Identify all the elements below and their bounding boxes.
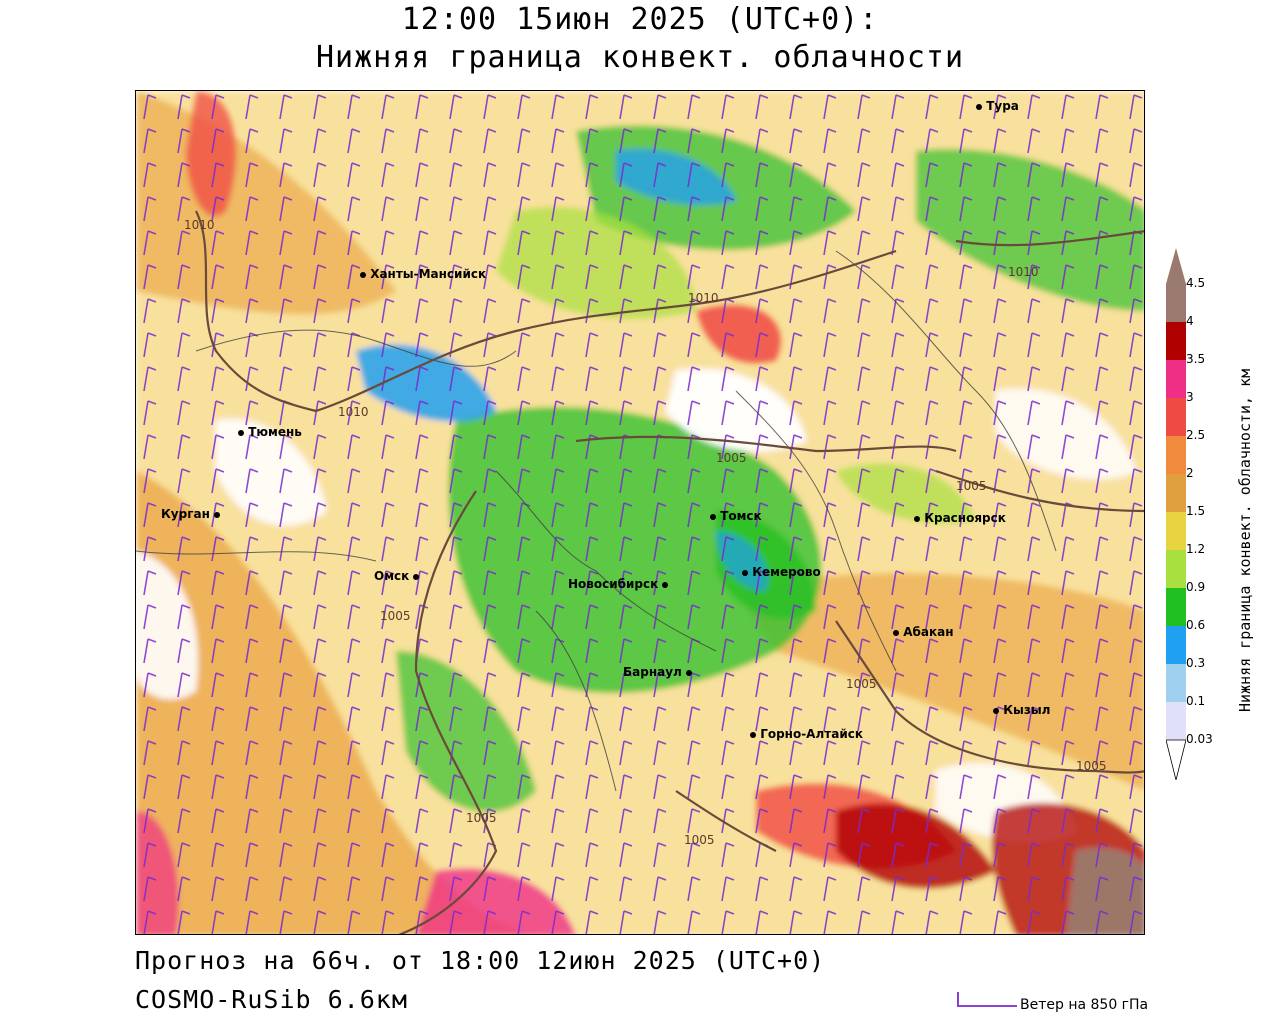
isobar-label: 1010 [184,218,215,232]
city-dot-icon [413,573,420,580]
city-dot-icon [750,731,756,738]
city-label: Красноярск [924,511,1006,525]
city-dot-icon [742,569,748,576]
isobar-label: 1005 [716,451,747,465]
city-dot-icon [214,511,221,518]
city-dot-icon [976,103,982,110]
colorbar-tick-label: 1.5 [1186,504,1206,518]
city-label: Горно-Алтайск [760,727,863,741]
city-marker-tomsk: Томск [710,509,762,523]
colorbar-tick-label: 4.5 [1186,276,1206,290]
wind-barb-legend-icon [957,992,1017,1007]
isobar-label: 1005 [380,609,411,623]
colorbar-segment [1166,360,1186,399]
colorbar-segment [1166,512,1186,551]
city-marker-khanty-mansiysk: Ханты-Мансийск [360,267,486,281]
isobar-label: 1005 [1076,759,1107,773]
city-label: Барнаул [623,665,682,679]
colorbar-segment [1166,322,1186,361]
colorbar-scale [1166,248,1186,780]
forecast-map: Тура Ханты-Мансийск Тюмень Курган Омск Н… [135,90,1145,935]
colorbar-segment [1166,474,1186,513]
colorbar-segment [1166,436,1186,475]
city-marker-tyumen: Тюмень [238,425,302,439]
colorbar-tick-label: 1.2 [1186,542,1206,556]
city-dot-icon [662,581,669,588]
isobar-label: 1010 [688,291,719,305]
colorbar-segment [1166,550,1186,589]
city-marker-kurgan: Курган [161,507,221,521]
model-name: COSMO-RuSib 6.6км [135,985,408,1014]
city-dot-icon [893,629,899,636]
map-title-time: 12:00 15июн 2025 (UTC+0): [401,2,879,37]
isobar-label: 1005 [466,811,497,825]
city-label: Курган [161,507,210,521]
city-label: Кемерово [752,565,821,579]
city-dot-icon [238,429,244,436]
city-dot-icon [914,515,920,522]
colorbar-bottom-cap [1166,739,1186,780]
city-label: Томск [720,509,762,523]
city-label: Кызыл [1003,703,1051,717]
colorbar-segment [1166,626,1186,665]
city-dot-icon [710,513,716,520]
city-dot-icon [360,271,366,278]
isobar-label: 1005 [956,479,987,493]
city-label: Новосибирск [568,577,659,591]
forecast-info: Прогноз на 66ч. от 18:00 12июн 2025 (UTC… [135,946,826,975]
city-marker-abakan: Абакан [893,625,953,639]
city-label: Ханты-Мансийск [370,267,487,281]
city-marker-novosibirsk: Новосибирск [568,577,669,591]
colorbar-tick-label: 2.5 [1186,428,1206,442]
city-dot-icon [993,707,999,714]
colorbar-tick-label: 2 [1186,466,1194,480]
colorbar-segment [1166,588,1186,627]
colorbar-tick-label: 0.6 [1186,618,1206,632]
city-marker-tura: Тура [976,99,1019,113]
colorbar-segment [1166,702,1186,741]
colorbar-tick-label: 3 [1186,390,1194,404]
city-marker-gorno-altaysk: Горно-Алтайск [750,727,863,741]
colorbar-top-cap [1166,248,1186,284]
city-label: Омск [374,569,410,583]
colorbar-title: Нижняя граница конвект. облачности, км [1236,368,1254,712]
colorbar-segment [1166,398,1186,437]
city-label: Тюмень [248,425,302,439]
colorbar-tick-label: 0.9 [1186,580,1206,594]
isobar-label: 1010 [338,405,369,419]
colorbar-tick-label: 3.5 [1186,352,1206,366]
isobar-label: 1005 [846,677,877,691]
city-marker-barnaul: Барнаул [623,665,693,679]
wind-legend-label: Ветер на 850 гПа [1020,997,1149,1013]
colorbar-segment [1166,664,1186,703]
city-label: Абакан [903,625,954,639]
city-marker-krasnoyarsk: Красноярск [914,511,1006,525]
city-marker-omsk: Омск [374,569,420,583]
city-dot-icon [686,669,693,676]
colorbar-tick-label: 4 [1186,314,1194,328]
isobar-label: 1010 [1008,265,1039,279]
city-label: Тура [986,99,1019,113]
colorbar-tick-label: 0.3 [1186,656,1206,670]
map-title-parameter: Нижняя граница конвект. облачности [315,40,965,75]
isobar-label: 1005 [684,833,715,847]
colorbar-tick-label: 0.03 [1186,732,1213,746]
colorbar-segment [1166,284,1186,323]
colorbar-tick-label: 0.1 [1186,694,1206,708]
city-marker-kyzyl: Кызыл [993,703,1050,717]
map-field-layer [136,91,1144,934]
city-marker-kemerovo: Кемерово [742,565,821,579]
